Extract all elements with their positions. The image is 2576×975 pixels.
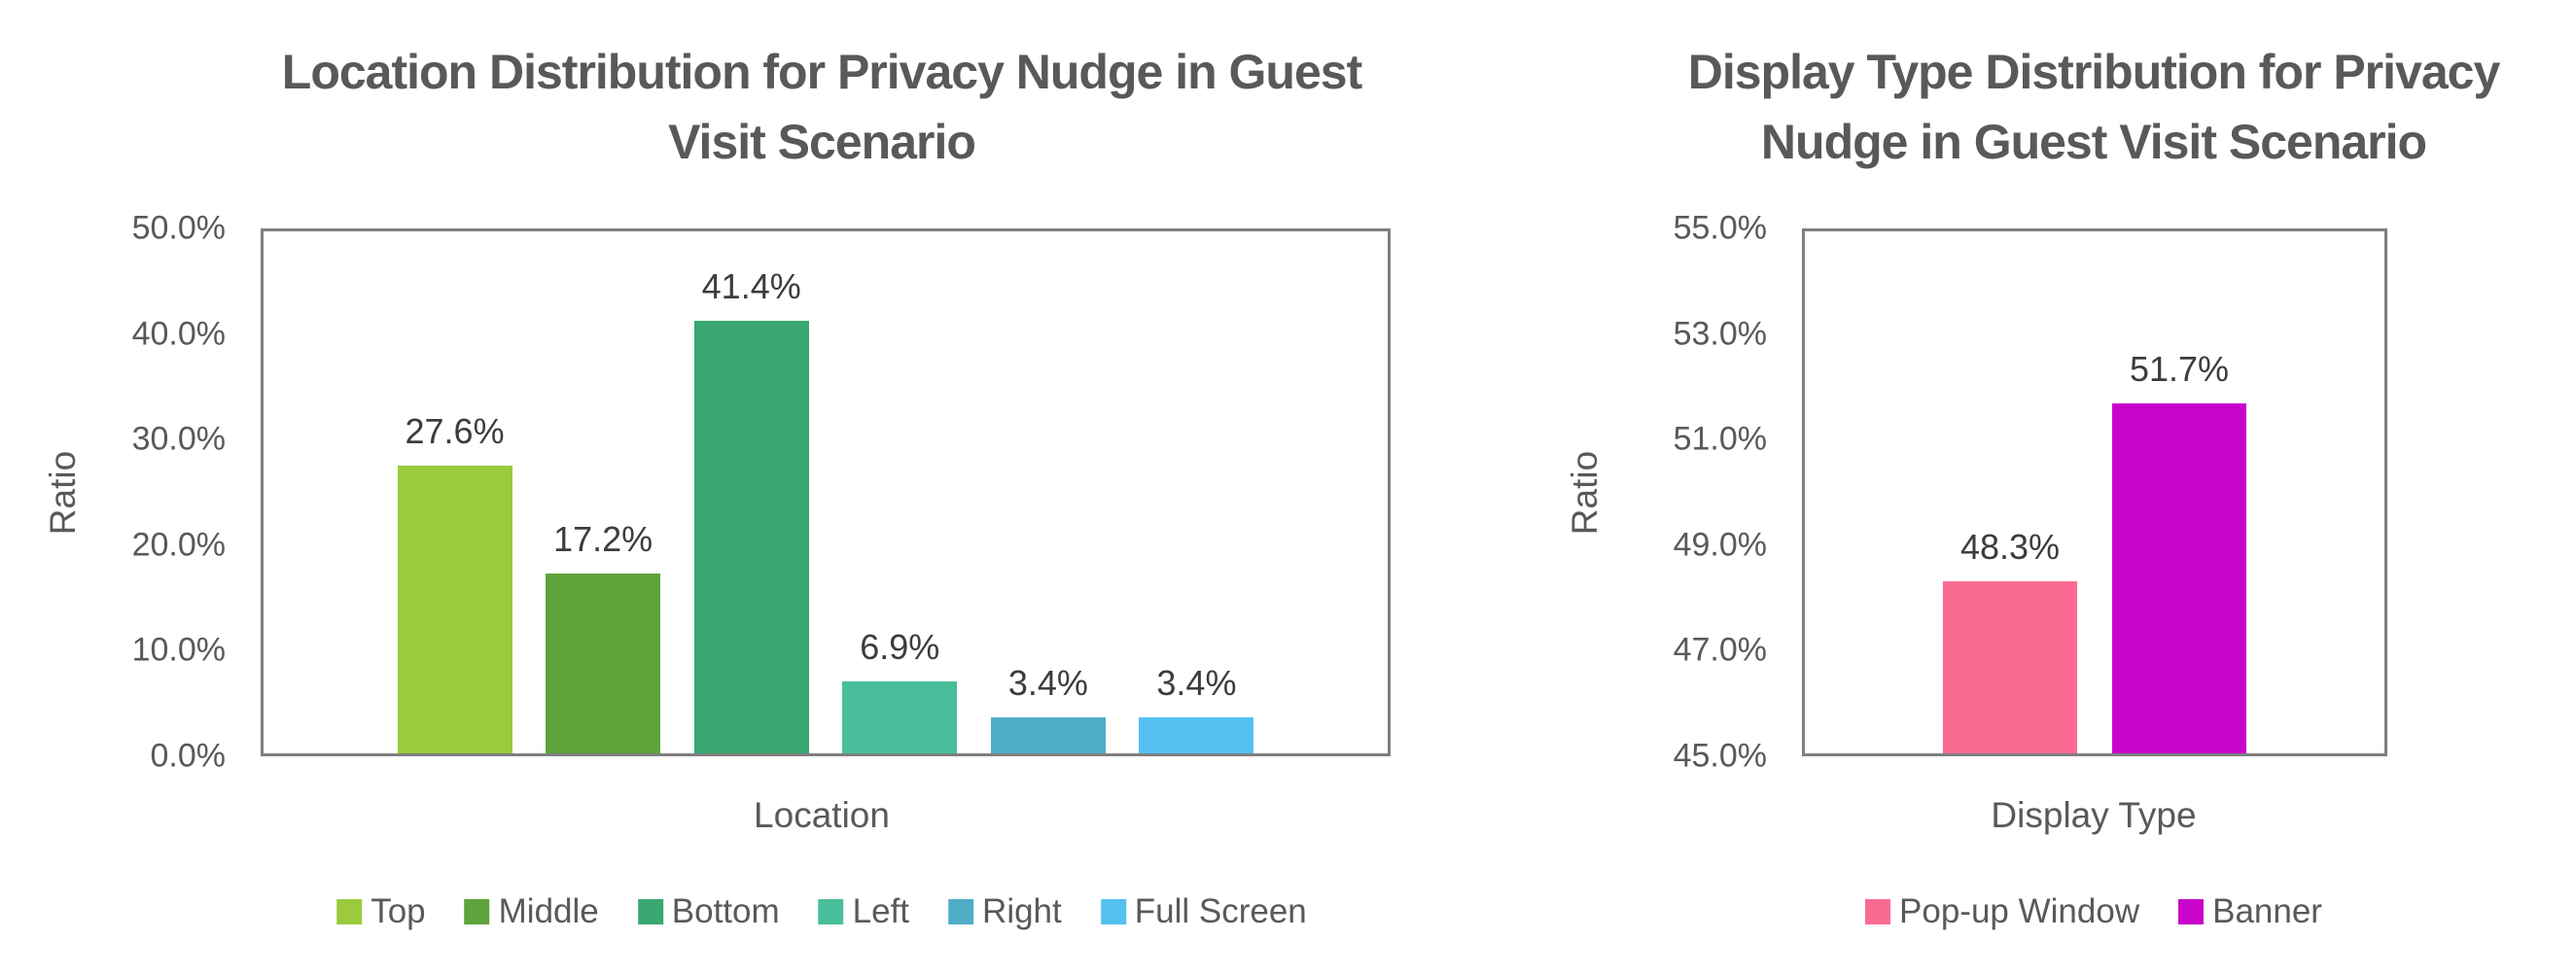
y-axis-title: Ratio xyxy=(29,228,97,756)
legend-swatch-full-screen xyxy=(1100,899,1126,924)
chart-title-line-1: Display Type Distribution for Privacy xyxy=(1687,45,2501,99)
bar-value-label: 41.4% xyxy=(701,266,801,307)
legend: Top Middle Bottom Left Right Full Screen xyxy=(336,892,1307,931)
y-tick-label: 30.0% xyxy=(131,420,226,458)
legend-item-middle: Middle xyxy=(464,892,599,931)
legend-swatch-left xyxy=(818,899,844,924)
bar-banner: 51.7% xyxy=(2111,349,2247,753)
y-tick-label: 55.0% xyxy=(1673,209,1767,247)
bar-value-label: 48.3% xyxy=(1959,526,2061,567)
y-tick-label: 45.0% xyxy=(1673,737,1767,775)
chart-title: Display Type Distribution for Privacy Nu… xyxy=(1687,37,2501,177)
legend-label: Right xyxy=(982,892,1062,930)
plot-area: 48.3% 51.7% xyxy=(1802,228,2387,756)
bar-value-label: 27.6% xyxy=(405,410,505,451)
legend-item-top: Top xyxy=(336,892,426,931)
y-tick-label: 49.0% xyxy=(1673,526,1767,564)
y-axis-ticks: 55.0% 53.0% 51.0% 49.0% 47.0% 45.0% xyxy=(1619,210,1784,775)
bar-left: 6.9% xyxy=(842,627,958,753)
y-axis-title-text: Ratio xyxy=(43,450,84,535)
legend-label: Pop-up Window xyxy=(1899,892,2140,930)
legend-label: Bottom xyxy=(671,892,780,930)
y-tick-label: 53.0% xyxy=(1673,315,1767,353)
chart-title-line-2: Visit Scenario xyxy=(668,115,976,169)
y-axis-title-text: Ratio xyxy=(1565,450,1606,535)
y-tick-label: 51.0% xyxy=(1673,420,1767,458)
location-distribution-chart: Location Distribution for Privacy Nudge … xyxy=(29,17,1391,965)
chart-body: Ratio 55.0% 53.0% 51.0% 49.0% 47.0% 45.0% 48.… xyxy=(1551,210,2387,775)
y-tick-label: 50.0% xyxy=(131,209,226,247)
legend: Pop-up Window Banner xyxy=(1865,892,2322,931)
y-tick-label: 0.0% xyxy=(150,737,227,775)
legend-swatch-middle xyxy=(464,899,490,924)
bar-value-label: 3.4% xyxy=(1007,663,1088,704)
bar-full-screen: 3.4% xyxy=(1139,663,1254,753)
legend-swatch-pop-up-window xyxy=(1865,899,1891,924)
legend-item-left: Left xyxy=(818,892,910,931)
display-type-distribution-chart: Display Type Distribution for Privacy Nu… xyxy=(1551,17,2500,965)
chart-body: Ratio 50.0% 40.0% 30.0% 20.0% 10.0% 0.0% 27.6… xyxy=(29,210,1391,775)
chart-title-line-2: Nudge in Guest Visit Scenario xyxy=(1760,115,2427,169)
legend-swatch-bottom xyxy=(637,899,663,924)
chart-title-line-1: Location Distribution for Privacy Nudge … xyxy=(281,45,1362,99)
y-axis-title: Ratio xyxy=(1551,228,1619,756)
bar-top: 27.6% xyxy=(397,411,512,753)
y-tick-label: 47.0% xyxy=(1673,631,1767,669)
bar-value-label: 6.9% xyxy=(860,626,940,667)
bar-value-label: 51.7% xyxy=(2129,349,2230,390)
legend-item-bottom: Bottom xyxy=(637,892,780,931)
chart-title: Location Distribution for Privacy Nudge … xyxy=(281,37,1362,177)
legend-swatch-top xyxy=(336,899,363,924)
y-axis-ticks: 50.0% 40.0% 30.0% 20.0% 10.0% 0.0% xyxy=(97,210,243,775)
legend-label: Full Screen xyxy=(1134,892,1307,930)
y-tick-label: 10.0% xyxy=(131,631,226,669)
y-tick-label: 40.0% xyxy=(131,315,226,353)
bar-value-label: 3.4% xyxy=(1156,663,1237,704)
legend-item-banner: Banner xyxy=(2178,892,2322,931)
y-tick-label: 20.0% xyxy=(131,526,226,564)
x-axis-title: Location xyxy=(754,795,890,835)
legend-swatch-right xyxy=(948,899,974,924)
legend-label: Middle xyxy=(498,892,599,930)
bar-value-label: 17.2% xyxy=(553,519,653,560)
legend-label: Left xyxy=(852,892,910,930)
legend-item-right: Right xyxy=(948,892,1062,931)
bar-right: 3.4% xyxy=(990,663,1106,753)
legend-swatch-banner xyxy=(2178,899,2205,924)
plot-area: 27.6% 17.2% 41.4% 6.9% 3.4% 3.4% xyxy=(261,228,1391,756)
legend-item-full-screen: Full Screen xyxy=(1100,892,1307,931)
bar-bottom: 41.4% xyxy=(693,266,809,753)
legend-label: Banner xyxy=(2212,892,2322,930)
legend-item-pop-up-window: Pop-up Window xyxy=(1865,892,2139,931)
legend-label: Top xyxy=(371,892,426,930)
bar-middle: 17.2% xyxy=(546,519,661,753)
bar-pop-up-window: 48.3% xyxy=(1942,527,2078,753)
x-axis-title: Display Type xyxy=(1991,795,2197,835)
